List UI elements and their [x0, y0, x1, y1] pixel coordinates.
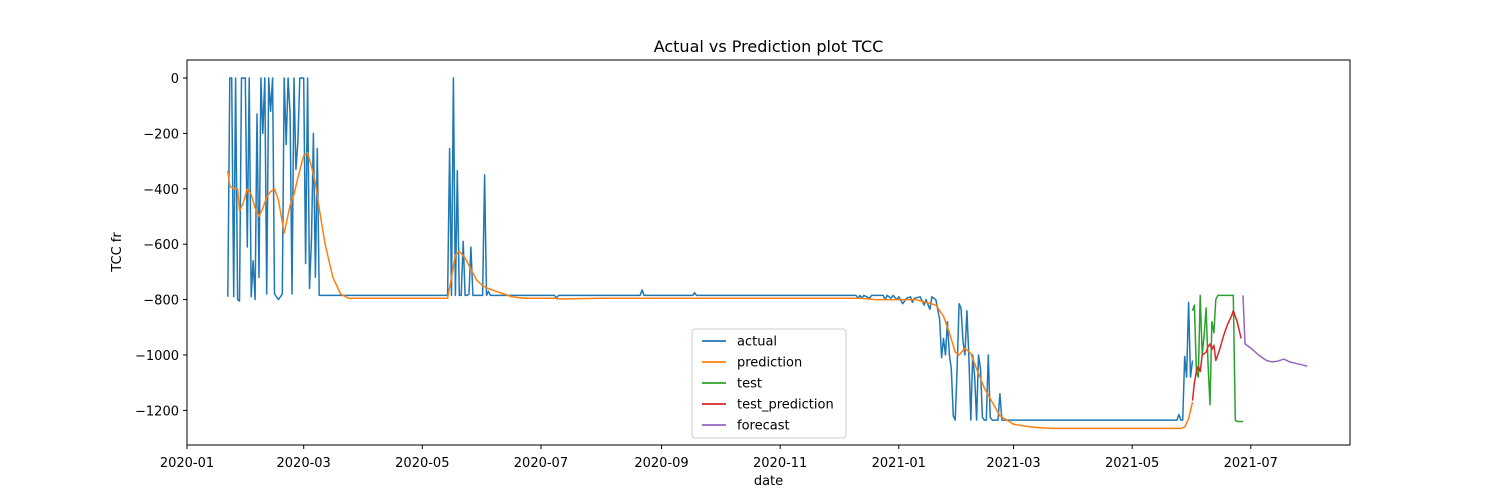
legend-entry: prediction — [737, 356, 802, 371]
series-line-test — [1191, 294, 1243, 423]
x-tick-label: 2021-05 — [1105, 456, 1159, 471]
y-tick-label: −200 — [143, 127, 179, 142]
legend-entry: test_prediction — [737, 398, 834, 413]
axes-frame — [186, 59, 1351, 446]
x-tick-label: 2021-07 — [1224, 456, 1278, 471]
y-axis-label: TCC fr — [110, 232, 125, 273]
series-line-actual — [227, 77, 1194, 421]
legend-entry: actual — [737, 335, 777, 350]
plot-series — [227, 77, 1308, 430]
x-tick-label: 2020-09 — [634, 456, 688, 471]
x-tick-label: 2020-03 — [277, 456, 331, 471]
series-line-prediction — [227, 152, 1194, 430]
x-tick-label: 2020-01 — [160, 456, 214, 471]
x-tick-label: 2021-03 — [986, 456, 1040, 471]
series-line-forecast — [1242, 295, 1308, 367]
y-tick-label: −800 — [143, 294, 179, 309]
y-tick-label: −600 — [143, 238, 179, 253]
y-tick-label: −400 — [143, 183, 179, 198]
x-axis: 2020-01 2020-03 2020-05 2020-07 2020-09 2020-… — [160, 445, 1278, 471]
x-tick-label: 2020-11 — [753, 456, 807, 471]
chart-title: Actual vs Prediction plot TCC — [654, 37, 884, 56]
legend-box — [691, 328, 847, 439]
series-line-test-prediction — [1191, 309, 1242, 401]
x-tick-label: 2021-01 — [872, 456, 926, 471]
y-tick-label: −1200 — [135, 404, 179, 419]
x-axis-label: date — [754, 474, 783, 489]
y-tick-label: −1000 — [135, 349, 179, 364]
y-axis: 0 −200 −400 −600 −800 −1000 −1200 — [135, 72, 187, 419]
legend-entry: forecast — [737, 419, 790, 434]
x-tick-label: 2020-07 — [514, 456, 568, 471]
y-tick-label: 0 — [171, 72, 179, 87]
legend: actual prediction test test_predictionforec… — [691, 328, 847, 439]
legend-entry: test — [737, 377, 762, 392]
x-tick-label: 2020-05 — [395, 456, 449, 471]
